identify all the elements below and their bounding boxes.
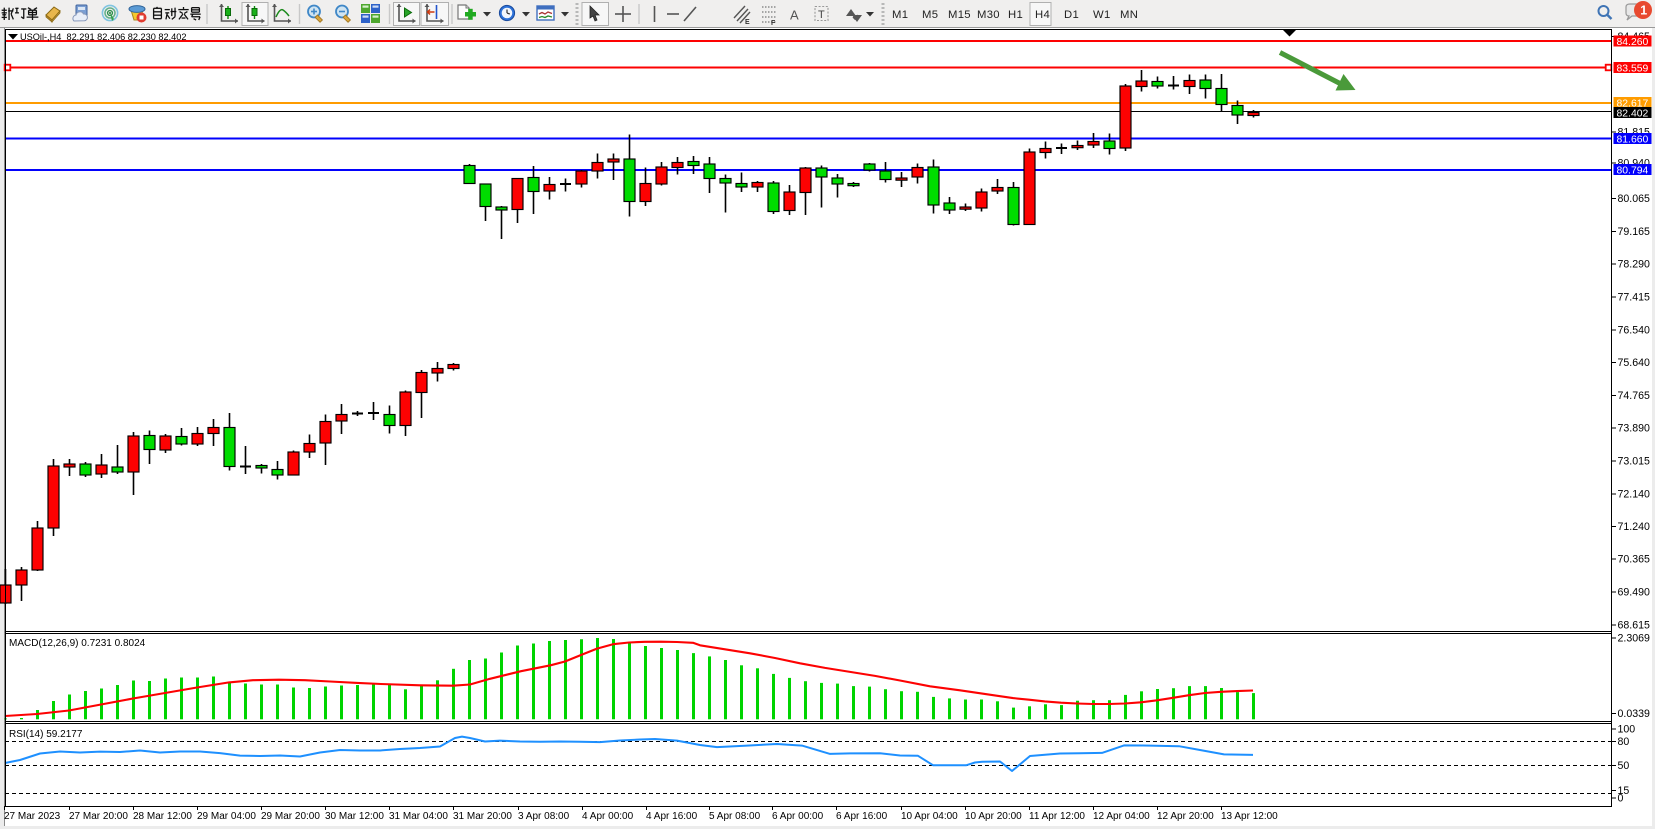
svg-text:100: 100 — [1618, 724, 1636, 736]
svg-text:2.3069: 2.3069 — [1618, 633, 1651, 645]
svg-text:W1: W1 — [1093, 9, 1111, 21]
svg-text:82.402: 82.402 — [1617, 108, 1649, 119]
svg-text:M30: M30 — [977, 9, 1000, 21]
svg-text:80: 80 — [1618, 736, 1630, 748]
svg-text:H4: H4 — [1035, 9, 1050, 21]
svg-text:79.165: 79.165 — [1618, 226, 1651, 238]
svg-text:4 Apr 16:00: 4 Apr 16:00 — [646, 811, 698, 822]
svg-text:0: 0 — [1618, 793, 1624, 805]
svg-text:12 Apr 20:00: 12 Apr 20:00 — [1157, 811, 1214, 822]
svg-text:D1: D1 — [1064, 9, 1079, 21]
svg-text:81.660: 81.660 — [1617, 134, 1649, 145]
svg-text:RSI(14) 59.2177: RSI(14) 59.2177 — [9, 729, 83, 740]
svg-text:28 Mar 12:00: 28 Mar 12:00 — [133, 811, 192, 822]
svg-text:10 Apr 20:00: 10 Apr 20:00 — [965, 811, 1022, 822]
svg-text:31 Mar 20:00: 31 Mar 20:00 — [453, 811, 512, 822]
svg-text:M5: M5 — [922, 9, 938, 21]
svg-text:80.065: 80.065 — [1618, 193, 1651, 205]
svg-text:11 Apr 12:00: 11 Apr 12:00 — [1029, 811, 1085, 822]
svg-text:E: E — [745, 19, 750, 26]
svg-text:M1: M1 — [892, 9, 908, 21]
svg-text:82.617: 82.617 — [1617, 98, 1649, 109]
svg-text:78.290: 78.290 — [1618, 259, 1651, 271]
svg-text:72.140: 72.140 — [1618, 489, 1651, 501]
svg-text:73.890: 73.890 — [1618, 423, 1651, 435]
svg-text:30 Mar 12:00: 30 Mar 12:00 — [325, 811, 384, 822]
svg-text:USOil-,H4 82.291 82.406 82.23: USOil-,H4 82.291 82.406 82.230 82.402 — [20, 32, 187, 42]
svg-text:MN: MN — [1120, 9, 1138, 21]
svg-text:68.615: 68.615 — [1618, 620, 1651, 632]
svg-text:50: 50 — [1618, 760, 1630, 772]
svg-text:A: A — [790, 8, 799, 23]
svg-text:31 Mar 04:00: 31 Mar 04:00 — [389, 811, 448, 822]
svg-text:80.794: 80.794 — [1617, 165, 1649, 176]
svg-text:3 Apr 08:00: 3 Apr 08:00 — [518, 811, 570, 822]
svg-text:73.015: 73.015 — [1618, 456, 1651, 468]
svg-text:76.540: 76.540 — [1618, 325, 1651, 337]
svg-text:6 Apr 16:00: 6 Apr 16:00 — [836, 811, 888, 822]
svg-text:M15: M15 — [948, 9, 971, 21]
svg-text:0.0339: 0.0339 — [1618, 708, 1651, 720]
svg-text:69.490: 69.490 — [1618, 587, 1651, 599]
svg-text:F: F — [771, 20, 776, 27]
svg-text:15: 15 — [1618, 785, 1630, 797]
svg-text:MACD(12,26,9) 0.7231 0.8024: MACD(12,26,9) 0.7231 0.8024 — [9, 638, 146, 649]
svg-text:29 Mar 20:00: 29 Mar 20:00 — [261, 811, 320, 822]
svg-text:H1: H1 — [1008, 9, 1023, 21]
svg-text:29 Mar 04:00: 29 Mar 04:00 — [197, 811, 256, 822]
svg-text:6 Apr 00:00: 6 Apr 00:00 — [772, 811, 824, 822]
svg-text:84.260: 84.260 — [1617, 37, 1649, 48]
svg-text:1: 1 — [1640, 4, 1647, 18]
svg-text:4 Apr 00:00: 4 Apr 00:00 — [582, 811, 634, 822]
svg-text:13 Apr 12:00: 13 Apr 12:00 — [1221, 811, 1278, 822]
svg-text:70.365: 70.365 — [1618, 554, 1651, 566]
svg-text:T: T — [818, 9, 825, 21]
svg-text:5 Apr 08:00: 5 Apr 08:00 — [709, 811, 761, 822]
svg-text:77.415: 77.415 — [1618, 292, 1651, 304]
svg-text:71.240: 71.240 — [1618, 521, 1651, 533]
svg-text:75.640: 75.640 — [1618, 357, 1651, 369]
svg-text:12 Apr 04:00: 12 Apr 04:00 — [1093, 811, 1150, 822]
svg-text:27 Mar 20:00: 27 Mar 20:00 — [69, 811, 128, 822]
svg-text:74.765: 74.765 — [1618, 390, 1651, 402]
svg-text:83.559: 83.559 — [1617, 63, 1649, 74]
svg-text:10 Apr 04:00: 10 Apr 04:00 — [901, 811, 958, 822]
svg-text:27 Mar 2023: 27 Mar 2023 — [4, 811, 61, 822]
